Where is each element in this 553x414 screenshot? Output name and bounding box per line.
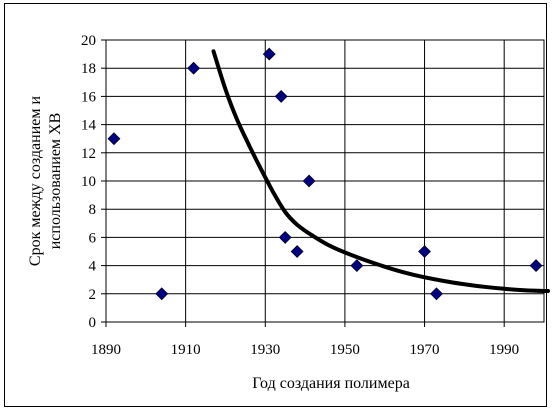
data-point-diamond xyxy=(187,61,201,75)
grid xyxy=(105,39,544,323)
y-tick-label: 4 xyxy=(89,259,97,275)
y-axis-label-line-2: использованием ХВ xyxy=(47,113,64,250)
x-tick-label: 1910 xyxy=(171,342,201,358)
data-point-diamond xyxy=(350,259,364,273)
data-point-diamond xyxy=(155,287,169,301)
chart-frame xyxy=(4,3,547,407)
y-tick-label: 6 xyxy=(89,230,97,246)
data-point-diamond xyxy=(262,47,276,61)
trend-curve xyxy=(211,49,550,293)
data-point-diamond xyxy=(107,132,121,146)
data-point-diamond xyxy=(302,174,316,188)
x-tick-label: 1970 xyxy=(410,342,440,358)
y-tick-label: 12 xyxy=(81,146,96,162)
y-axis-label: Срок между созданием и использованием ХВ xyxy=(27,95,64,266)
y-tick-label: 2 xyxy=(89,287,97,303)
x-tick-label: 1890 xyxy=(91,342,121,358)
y-tick-label: 14 xyxy=(81,118,97,134)
x-tick-label: 1950 xyxy=(330,342,360,358)
y-tick-label: 10 xyxy=(81,174,96,190)
data-point-diamond xyxy=(278,230,292,244)
data-point-diamond xyxy=(430,287,443,301)
y-axis-label-line-1: Срок между созданием и xyxy=(27,95,44,266)
data-point-diamond xyxy=(290,245,304,258)
y-tick-label: 18 xyxy=(81,61,96,77)
axis-ticks: 0 2 4 6 8 10 12 14 16 18 20 1890 1910 1930 1950 1970 199… xyxy=(81,33,519,358)
data-points xyxy=(107,47,543,301)
data-point-diamond xyxy=(418,245,431,258)
x-tick-label: 1990 xyxy=(489,342,519,358)
y-tick-label: 8 xyxy=(89,202,97,218)
y-tick-label: 0 xyxy=(89,315,97,331)
y-tick-label: 20 xyxy=(81,33,96,49)
x-tick-label: 1930 xyxy=(250,342,280,358)
trend-curve-layer xyxy=(211,49,550,293)
x-axis-label: Год создания полимера xyxy=(252,375,410,392)
data-point-diamond xyxy=(274,89,288,103)
data-point-diamond xyxy=(529,259,543,273)
y-tick-label: 16 xyxy=(81,89,97,105)
